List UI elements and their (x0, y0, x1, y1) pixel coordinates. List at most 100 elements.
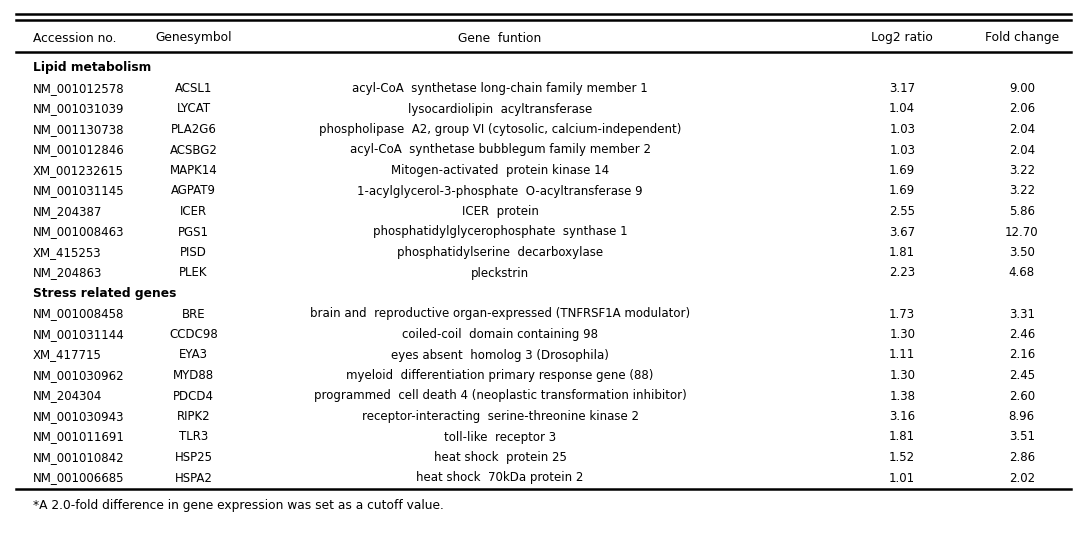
Text: 3.31: 3.31 (1009, 307, 1035, 321)
Text: 1.69: 1.69 (889, 184, 915, 197)
Text: ACSL1: ACSL1 (175, 82, 212, 95)
Text: programmed  cell death 4 (neoplastic transformation inhibitor): programmed cell death 4 (neoplastic tran… (314, 389, 686, 403)
Text: heat shock  protein 25: heat shock protein 25 (434, 451, 566, 464)
Text: PLA2G6: PLA2G6 (171, 123, 216, 136)
Text: 2.23: 2.23 (889, 266, 915, 280)
Text: BRE: BRE (182, 307, 205, 321)
Text: 1.04: 1.04 (889, 102, 915, 115)
Text: pleckstrin: pleckstrin (471, 266, 529, 280)
Text: 12.70: 12.70 (1005, 225, 1038, 238)
Text: CCDC98: CCDC98 (170, 328, 217, 341)
Text: Gene  funtion: Gene funtion (459, 32, 541, 44)
Text: Genesymbol: Genesymbol (155, 32, 232, 44)
Text: Lipid metabolism: Lipid metabolism (33, 61, 151, 74)
Text: XM_001232615: XM_001232615 (33, 164, 124, 177)
Text: AGPAT9: AGPAT9 (171, 184, 216, 197)
Text: HSPA2: HSPA2 (175, 472, 212, 485)
Text: 2.55: 2.55 (889, 205, 915, 218)
Text: Stress related genes: Stress related genes (33, 287, 176, 300)
Text: 1.52: 1.52 (889, 451, 915, 464)
Text: 3.51: 3.51 (1009, 430, 1035, 444)
Text: 1.81: 1.81 (889, 430, 915, 444)
Text: 1.30: 1.30 (889, 369, 915, 382)
Text: lysocardiolipin  acyltransferase: lysocardiolipin acyltransferase (408, 102, 592, 115)
Text: 5.86: 5.86 (1009, 205, 1035, 218)
Text: NM_001006685: NM_001006685 (33, 472, 124, 485)
Text: NM_204863: NM_204863 (33, 266, 102, 280)
Text: NM_001012846: NM_001012846 (33, 143, 124, 156)
Text: phospholipase  A2, group VI (cytosolic, calcium-independent): phospholipase A2, group VI (cytosolic, c… (318, 123, 682, 136)
Text: PLEK: PLEK (179, 266, 208, 280)
Text: XM_417715: XM_417715 (33, 348, 101, 362)
Text: NM_001031039: NM_001031039 (33, 102, 124, 115)
Text: 2.04: 2.04 (1009, 123, 1035, 136)
Text: 1.01: 1.01 (889, 472, 915, 485)
Text: NM_001031145: NM_001031145 (33, 184, 124, 197)
Text: NM_001031144: NM_001031144 (33, 328, 124, 341)
Text: 1.03: 1.03 (889, 123, 915, 136)
Text: 1-acylglycerol-3-phosphate  O-acyltransferase 9: 1-acylglycerol-3-phosphate O-acyltransfe… (358, 184, 642, 197)
Text: Log2 ratio: Log2 ratio (872, 32, 933, 44)
Text: XM_415253: XM_415253 (33, 246, 101, 259)
Text: myeloid  differentiation primary response gene (88): myeloid differentiation primary response… (347, 369, 653, 382)
Text: RIPK2: RIPK2 (177, 410, 210, 423)
Text: 3.22: 3.22 (1009, 164, 1035, 177)
Text: 8.96: 8.96 (1009, 410, 1035, 423)
Text: NM_001130738: NM_001130738 (33, 123, 124, 136)
Text: MAPK14: MAPK14 (170, 164, 217, 177)
Text: NM_001008458: NM_001008458 (33, 307, 124, 321)
Text: EYA3: EYA3 (179, 348, 208, 362)
Text: 4.68: 4.68 (1009, 266, 1035, 280)
Text: LYCAT: LYCAT (176, 102, 211, 115)
Text: heat shock  70kDa protein 2: heat shock 70kDa protein 2 (416, 472, 584, 485)
Text: 2.86: 2.86 (1009, 451, 1035, 464)
Text: 3.16: 3.16 (889, 410, 915, 423)
Text: 1.03: 1.03 (889, 143, 915, 156)
Text: 9.00: 9.00 (1009, 82, 1035, 95)
Text: PISD: PISD (180, 246, 207, 259)
Text: ACSBG2: ACSBG2 (170, 143, 217, 156)
Text: 3.67: 3.67 (889, 225, 915, 238)
Text: ICER: ICER (180, 205, 207, 218)
Text: NM_001008463: NM_001008463 (33, 225, 124, 238)
Text: brain and  reproductive organ-expressed (TNFRSF1A modulator): brain and reproductive organ-expressed (… (310, 307, 690, 321)
Text: toll-like  receptor 3: toll-like receptor 3 (443, 430, 557, 444)
Text: acyl-CoA  synthetase bubblegum family member 2: acyl-CoA synthetase bubblegum family mem… (350, 143, 650, 156)
Text: NM_001030943: NM_001030943 (33, 410, 124, 423)
Text: Mitogen-activated  protein kinase 14: Mitogen-activated protein kinase 14 (391, 164, 609, 177)
Text: TLR3: TLR3 (179, 430, 208, 444)
Text: MYD88: MYD88 (173, 369, 214, 382)
Text: 2.02: 2.02 (1009, 472, 1035, 485)
Text: 3.22: 3.22 (1009, 184, 1035, 197)
Text: NM_204304: NM_204304 (33, 389, 102, 403)
Text: 1.11: 1.11 (889, 348, 915, 362)
Text: NM_001030962: NM_001030962 (33, 369, 124, 382)
Text: 3.17: 3.17 (889, 82, 915, 95)
Text: *A 2.0-fold difference in gene expression was set as a cutoff value.: *A 2.0-fold difference in gene expressio… (33, 498, 443, 511)
Text: phosphatidylglycerophosphate  synthase 1: phosphatidylglycerophosphate synthase 1 (373, 225, 627, 238)
Text: NM_001010842: NM_001010842 (33, 451, 124, 464)
Text: 2.16: 2.16 (1009, 348, 1035, 362)
Text: 1.73: 1.73 (889, 307, 915, 321)
Text: 1.69: 1.69 (889, 164, 915, 177)
Text: PDCD4: PDCD4 (173, 389, 214, 403)
Text: 1.81: 1.81 (889, 246, 915, 259)
Text: 2.45: 2.45 (1009, 369, 1035, 382)
Text: coiled-coil  domain containing 98: coiled-coil domain containing 98 (402, 328, 598, 341)
Text: 1.30: 1.30 (889, 328, 915, 341)
Text: 2.46: 2.46 (1009, 328, 1035, 341)
Text: PGS1: PGS1 (178, 225, 209, 238)
Text: ICER  protein: ICER protein (462, 205, 538, 218)
Text: acyl-CoA  synthetase long-chain family member 1: acyl-CoA synthetase long-chain family me… (352, 82, 648, 95)
Text: NM_001011691: NM_001011691 (33, 430, 125, 444)
Text: 1.38: 1.38 (889, 389, 915, 403)
Text: eyes absent  homolog 3 (Drosophila): eyes absent homolog 3 (Drosophila) (391, 348, 609, 362)
Text: 2.06: 2.06 (1009, 102, 1035, 115)
Text: 2.04: 2.04 (1009, 143, 1035, 156)
Text: phosphatidylserine  decarboxylase: phosphatidylserine decarboxylase (397, 246, 603, 259)
Text: NM_001012578: NM_001012578 (33, 82, 124, 95)
Text: NM_204387: NM_204387 (33, 205, 102, 218)
Text: Accession no.: Accession no. (33, 32, 116, 44)
Text: HSP25: HSP25 (175, 451, 212, 464)
Text: Fold change: Fold change (985, 32, 1059, 44)
